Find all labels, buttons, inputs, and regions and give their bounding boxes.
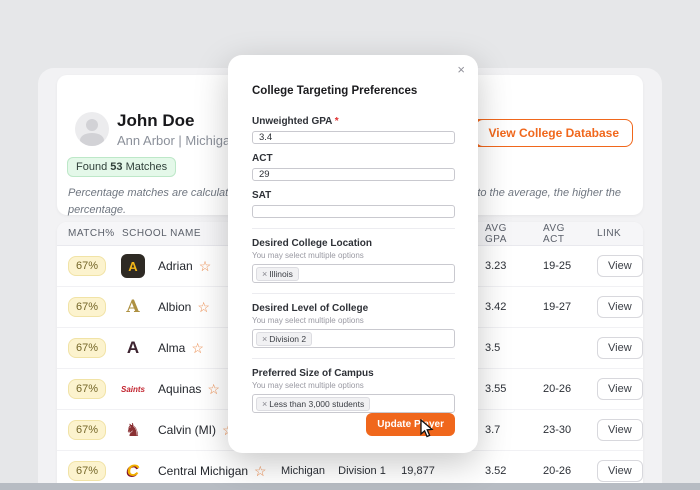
modal-footer: Update Player	[252, 413, 455, 436]
avg-gpa-cell: 3.42	[485, 301, 507, 313]
favorite-star-icon[interactable]: ☆	[254, 463, 267, 479]
sat-label: SAT	[252, 190, 272, 201]
match-percent-badge: 67%	[68, 256, 107, 276]
view-school-button[interactable]: View	[597, 255, 643, 277]
school-name: Albion	[158, 300, 192, 314]
player-location: Ann Arbor | Michigan	[117, 133, 238, 148]
size-chip-label: Less than 3,000 students	[269, 398, 365, 409]
avg-act-cell: 20-26	[543, 465, 572, 477]
modal-title: College Targeting Preferences	[252, 85, 418, 97]
avg-act-cell: 23-30	[543, 424, 572, 436]
found-matches-count: 53	[110, 161, 123, 173]
unweighted-gpa-label: Unweighted GPA *	[252, 116, 455, 127]
view-school-button[interactable]: View	[597, 460, 643, 482]
avg-gpa-cell: 3.52	[485, 465, 507, 477]
view-school-button[interactable]: View	[597, 296, 643, 318]
close-icon[interactable]: ×	[457, 62, 465, 77]
level-chip: × Division 2	[256, 331, 313, 346]
found-matches-prefix: Found	[76, 161, 108, 173]
view-school-button[interactable]: View	[597, 378, 643, 400]
found-matches-badge: Found 53 Matches	[67, 157, 177, 177]
section-divider	[252, 358, 455, 359]
favorite-star-icon[interactable]: ☆	[191, 340, 204, 356]
preferred-size-of-campus-label: Preferred Size of Campus	[252, 368, 374, 379]
match-percent-badge: 67%	[68, 461, 107, 481]
enrollment-cell: 19,877	[401, 465, 435, 477]
match-percent-badge: 67%	[68, 379, 107, 399]
avg-act-cell: 19-25	[543, 260, 572, 272]
avatar-torso-icon	[80, 133, 104, 146]
favorite-star-icon[interactable]: ☆	[198, 258, 212, 274]
favorite-star-icon[interactable]: ☆	[207, 381, 220, 397]
alma-logo-icon: A	[126, 338, 140, 357]
central-michigan-logo-icon: C	[126, 461, 140, 480]
view-school-button[interactable]: View	[597, 337, 643, 359]
desired-level-of-college-multiselect[interactable]: × Division 2	[252, 329, 455, 348]
avg-gpa-cell: 3.5	[485, 342, 501, 354]
division-cell: Division 1	[338, 465, 386, 477]
act-label: ACT	[252, 153, 273, 164]
unweighted-gpa-field[interactable]	[252, 131, 455, 144]
desired-college-location-label: Desired College Location	[252, 238, 373, 249]
location-chip: × Illinois	[256, 266, 299, 281]
update-player-button[interactable]: Update Player	[366, 413, 455, 436]
section-divider	[252, 293, 455, 294]
avg-act-cell: 20-26	[543, 383, 572, 395]
header-link: LINK	[597, 228, 622, 239]
unweighted-gpa-label-text: Unweighted GPA	[252, 116, 332, 127]
desired-college-location-multiselect[interactable]: × Illinois	[252, 264, 455, 283]
remove-chip-icon[interactable]: ×	[262, 398, 268, 409]
desired-college-location-helper: You may select multiple options	[252, 251, 364, 260]
school-name: Calvin (MI)	[158, 423, 217, 437]
college-targeting-preferences-modal: × College Targeting Preferences Unweight…	[228, 55, 478, 453]
school-name: Central Michigan	[158, 464, 249, 478]
location-chip-label: Illinois	[269, 268, 293, 279]
remove-chip-icon[interactable]: ×	[262, 333, 268, 344]
view-college-database-button[interactable]: View College Database	[474, 119, 633, 147]
match-percent-badge: 67%	[68, 297, 107, 317]
school-name: Alma	[158, 341, 186, 355]
table-row: 67% C Central Michigan ☆ Michigan Divisio…	[57, 451, 643, 490]
header-avg-gpa: AVG GPA	[485, 222, 507, 245]
avg-gpa-cell: 3.55	[485, 383, 507, 395]
player-name: John Doe	[117, 111, 195, 130]
avatar	[75, 112, 109, 146]
avg-gpa-cell: 3.7	[485, 424, 501, 436]
window-bottom-edge	[0, 483, 700, 490]
avatar-head-icon	[86, 119, 98, 131]
match-percent-badge: 67%	[68, 338, 107, 358]
calvin-logo-icon: ♞	[124, 419, 142, 440]
school-name: Adrian	[158, 259, 193, 273]
size-chip: × Less than 3,000 students	[256, 396, 371, 411]
state-cell: Michigan	[280, 465, 326, 477]
act-field[interactable]	[252, 168, 455, 181]
header-avg-act: AVG ACT	[543, 222, 565, 245]
remove-chip-icon[interactable]: ×	[262, 268, 268, 279]
albion-logo-icon: A	[126, 297, 140, 317]
found-matches-suffix: Matches	[125, 161, 168, 173]
required-asterisk: *	[334, 116, 339, 127]
desired-level-of-college-helper: You may select multiple options	[252, 316, 364, 325]
desired-level-of-college-label: Desired Level of College	[252, 303, 369, 314]
sat-field[interactable]	[252, 205, 455, 218]
header-school-name: SCHOOL NAME	[122, 228, 202, 239]
avg-act-cell: 19-27	[543, 301, 572, 313]
level-chip-label: Division 2	[269, 333, 307, 344]
header-match: MATCH%	[68, 228, 115, 239]
preferred-size-of-campus-helper: You may select multiple options	[252, 381, 364, 390]
favorite-star-icon[interactable]: ☆	[197, 299, 210, 315]
adrian-logo-icon: A	[121, 254, 145, 278]
avg-gpa-cell: 3.23	[485, 260, 507, 272]
view-school-button[interactable]: View	[597, 419, 643, 441]
school-name: Aquinas	[158, 382, 202, 396]
preferred-size-of-campus-multiselect[interactable]: × Less than 3,000 students	[252, 394, 455, 413]
section-divider	[252, 228, 455, 229]
aquinas-logo-icon: Saints	[120, 384, 145, 394]
match-percent-badge: 67%	[68, 420, 107, 440]
